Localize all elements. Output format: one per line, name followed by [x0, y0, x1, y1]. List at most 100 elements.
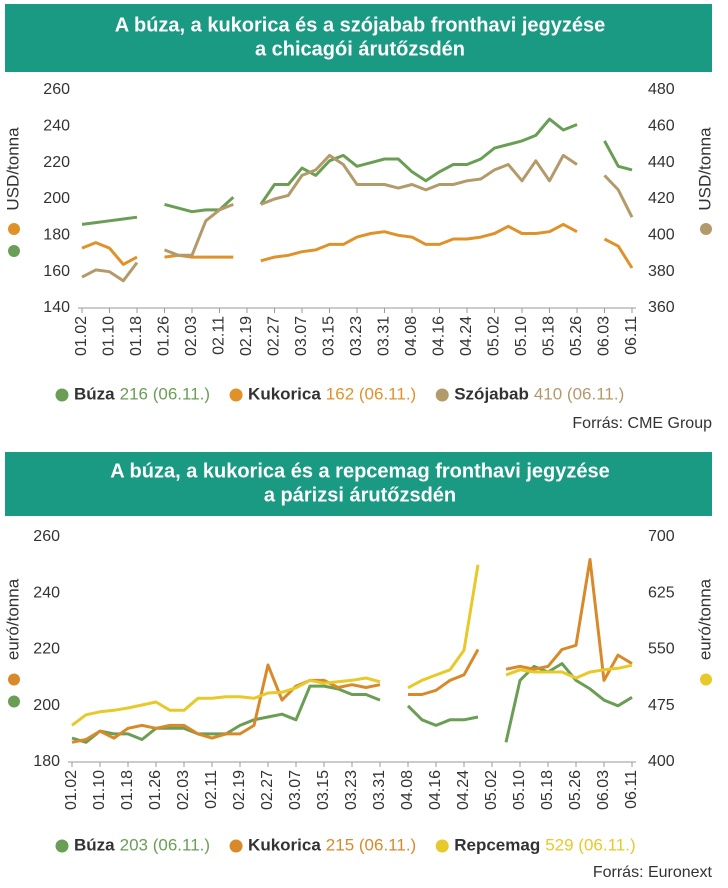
- chart-title: A búza, a kukorica és a szójabab frontha…: [115, 14, 606, 36]
- x-tick-label: 01.02: [73, 316, 90, 356]
- x-tick-label: 03.07: [287, 770, 304, 810]
- y2-tick-label: 550: [648, 641, 675, 658]
- y-tick-label: 180: [43, 227, 70, 244]
- x-tick-label: 03.31: [371, 770, 388, 810]
- legend-name: Búza: [74, 384, 115, 403]
- x-tick-label: 01.10: [101, 316, 118, 356]
- x-tick-label: 02.11: [203, 770, 220, 809]
- series-line: [71, 663, 381, 744]
- series-line: [408, 648, 480, 696]
- legend-value: 203 (06.11.): [120, 835, 210, 854]
- series-line: [504, 662, 633, 743]
- legend-value: 215 (06.11.): [326, 835, 416, 854]
- x-tick-label: 02.19: [231, 770, 248, 810]
- y2-axis-label: USD/tonna: [695, 127, 714, 211]
- x-tick-label: 05.18: [541, 316, 558, 356]
- x-tick-label: 05.10: [511, 770, 528, 810]
- series-line: [259, 117, 578, 206]
- y2-tick-label: 480: [648, 81, 675, 98]
- y-tick-label: 140: [43, 299, 70, 316]
- legend-name: Szójabab: [454, 384, 529, 403]
- axis-marker: [8, 223, 20, 235]
- y2-tick-label: 475: [648, 697, 675, 714]
- y-axis-label: euró/tonna: [3, 578, 22, 660]
- axis-marker: [8, 673, 20, 686]
- y-tick-label: 260: [33, 528, 60, 545]
- x-tick-label: 05.18: [539, 770, 556, 810]
- y2-tick-label: 380: [648, 263, 675, 280]
- series-line: [81, 241, 138, 266]
- legend-marker: [55, 839, 69, 853]
- legend-marker: [55, 388, 69, 402]
- legend-value: 410 (06.11.): [534, 384, 624, 403]
- series-line: [406, 704, 479, 727]
- series-line: [260, 222, 578, 263]
- chart-title: a párizsi árutőzsdén: [264, 484, 456, 506]
- legend-value: 162 (06.11.): [326, 384, 416, 403]
- x-tick-label: 02.27: [259, 770, 276, 810]
- y-axis-label: USD/tonna: [3, 127, 22, 211]
- x-tick-label: 01.10: [91, 770, 108, 810]
- x-tick-label: 06.03: [595, 770, 612, 810]
- y-tick-label: 160: [43, 263, 70, 280]
- y2-tick-label: 440: [648, 154, 675, 171]
- legend-name: Repcemag: [454, 835, 540, 854]
- x-tick-label: 04.16: [427, 770, 444, 810]
- legend-marker: [435, 839, 449, 853]
- chart-title: A búza, a kukorica és a repcemag frontha…: [110, 460, 609, 482]
- legend-marker: [229, 839, 243, 853]
- y2-tick-label: 700: [648, 528, 675, 545]
- series-line: [505, 558, 633, 682]
- x-tick-label: 02.03: [175, 770, 192, 810]
- axis-marker: [8, 695, 20, 708]
- x-tick-label: 04.16: [431, 316, 448, 356]
- y-tick-label: 260: [43, 81, 70, 98]
- y2-tick-label: 420: [648, 190, 675, 207]
- axis-marker: [8, 245, 20, 257]
- x-tick-label: 05.02: [486, 316, 503, 356]
- x-tick-label: 04.08: [403, 316, 420, 356]
- series-line: [603, 237, 634, 269]
- y-tick-label: 200: [33, 697, 60, 714]
- y2-tick-label: 400: [648, 753, 675, 770]
- x-tick-label: 02.27: [266, 316, 283, 356]
- title-banner: [5, 452, 712, 516]
- series-line: [603, 174, 634, 218]
- y2-axis-label: euró/tonna: [695, 578, 714, 660]
- source-note: Forrás: Euronext: [593, 864, 713, 881]
- legend-value: 529 (06.11.): [545, 835, 635, 854]
- x-tick-label: 01.26: [156, 316, 173, 356]
- y-tick-label: 240: [33, 584, 60, 601]
- y-tick-label: 180: [33, 753, 60, 770]
- axis-marker: [700, 673, 712, 686]
- x-tick-label: 06.11: [623, 770, 640, 809]
- legend-name: Búza: [74, 835, 115, 854]
- chart-title: a chicagói árutőzsdén: [255, 38, 465, 60]
- y2-tick-label: 400: [648, 227, 675, 244]
- y-tick-label: 220: [33, 641, 60, 658]
- x-tick-label: 01.26: [147, 770, 164, 810]
- x-tick-label: 02.19: [238, 316, 255, 356]
- x-tick-label: 06.11: [623, 316, 640, 355]
- x-tick-label: 04.24: [458, 316, 475, 356]
- source-note: Forrás: CME Group: [572, 415, 712, 432]
- x-tick-label: 01.18: [119, 770, 136, 810]
- legend-marker: [435, 388, 449, 402]
- series-line: [81, 261, 139, 283]
- x-tick-label: 04.08: [399, 770, 416, 810]
- legend-value: 216 (06.11.): [120, 384, 210, 403]
- x-tick-label: 04.24: [455, 770, 472, 810]
- x-tick-label: 01.18: [128, 316, 145, 356]
- x-tick-label: 05.02: [483, 770, 500, 810]
- x-tick-label: 03.15: [315, 770, 332, 810]
- x-tick-label: 03.15: [321, 316, 338, 356]
- x-tick-label: 03.07: [293, 316, 310, 356]
- y-tick-label: 200: [43, 190, 70, 207]
- series-line: [407, 564, 480, 690]
- series-line: [71, 676, 381, 727]
- legend-name: Kukorica: [248, 835, 321, 854]
- x-tick-label: 06.03: [596, 316, 613, 356]
- series-line: [603, 140, 633, 172]
- y-tick-label: 220: [43, 154, 70, 171]
